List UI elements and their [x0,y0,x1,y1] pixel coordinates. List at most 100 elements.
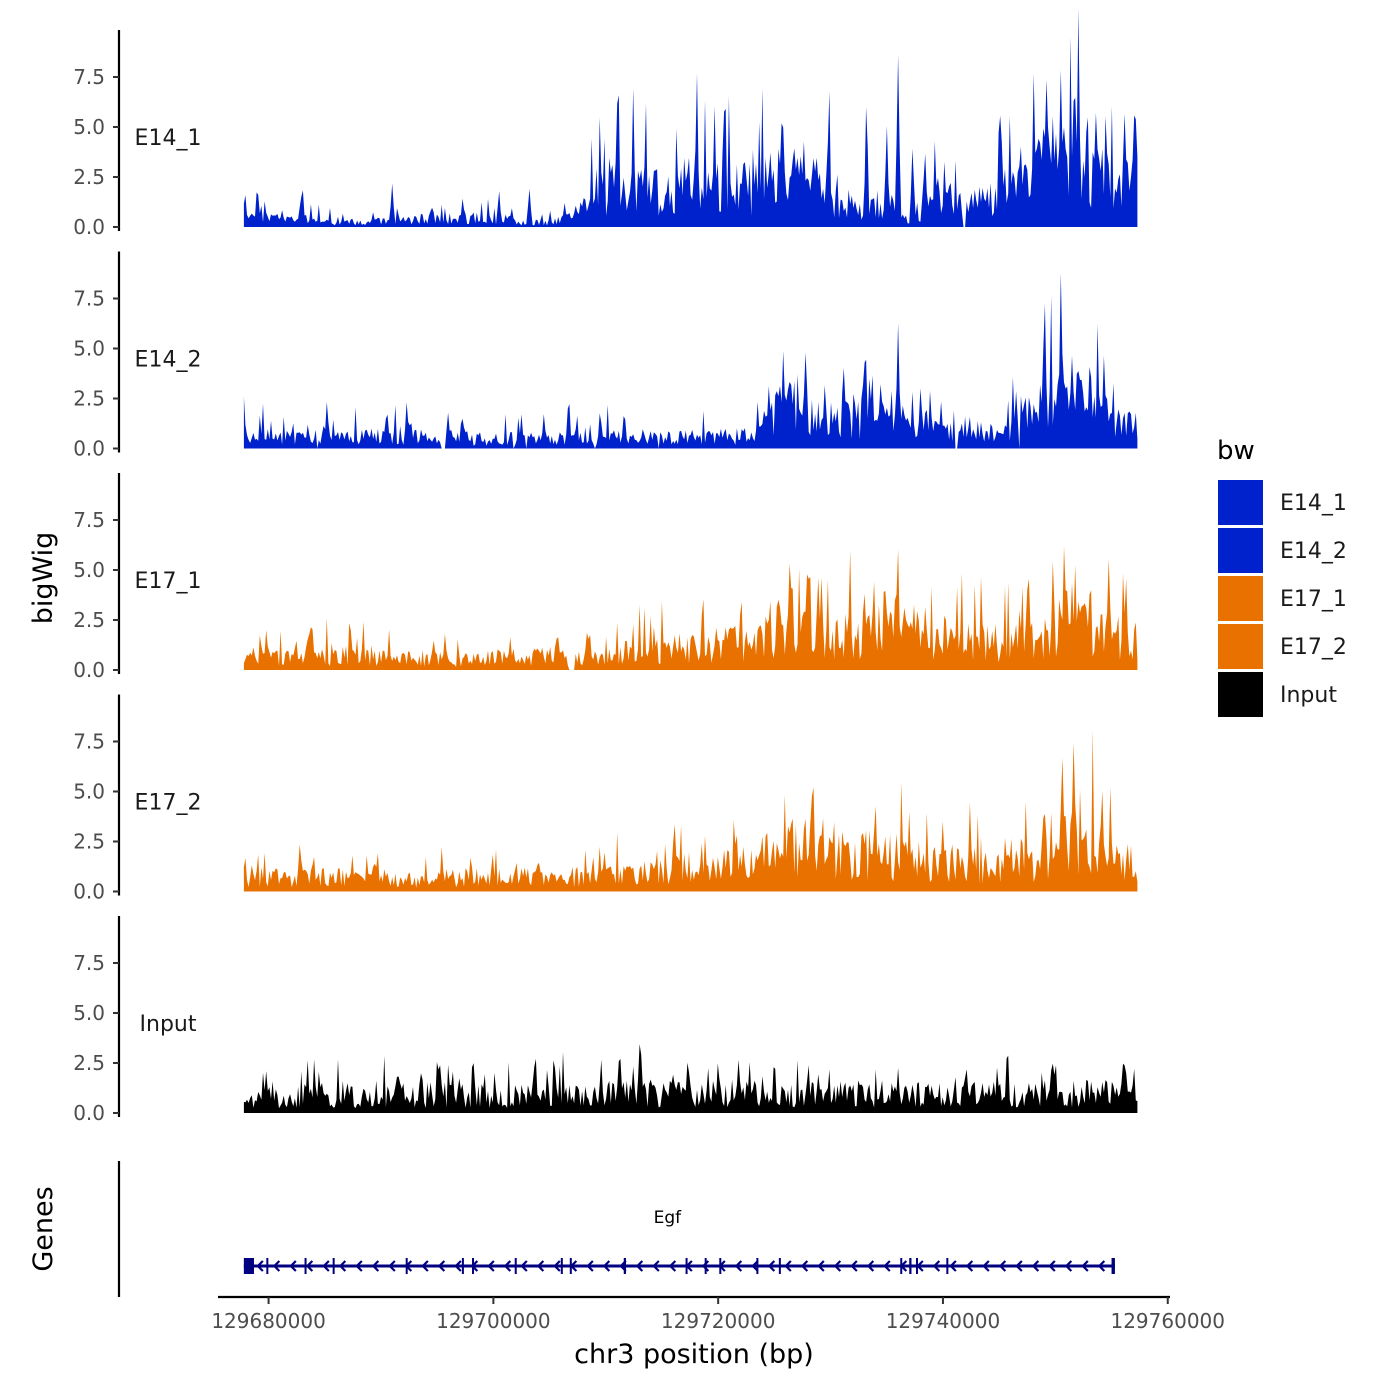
gene-exon [405,1258,408,1274]
gene-exon [946,1258,949,1274]
gene-exon [332,1258,335,1274]
y-tick-label: 2.5 [73,165,105,189]
strand-arrow [932,1260,941,1272]
y-tick-label: 5.0 [73,558,105,582]
strand-arrow [982,1260,990,1272]
y-tick-label: 0.0 [73,1101,105,1125]
legend-key [1218,576,1263,621]
strand-arrow [767,1260,776,1272]
strand-arrow [949,1260,957,1272]
track-label: E14_1 [135,126,202,151]
strand-arrow [1064,1260,1073,1272]
legend-key [1218,528,1263,573]
y-tick-label: 5.0 [73,337,105,361]
gene-exon [719,1258,722,1274]
gene-exon [304,1258,307,1274]
panel-e14-2: 0.0 2.5 5.0 7.5 E14_2 [73,251,1138,461]
gene-exon [623,1258,626,1274]
y-tick-label: 5.0 [73,780,105,804]
signal-area-e14-2 [243,272,1138,449]
strand-arrow [668,1260,677,1272]
strand-arrow [305,1260,314,1272]
signal-area-e17-2 [243,729,1138,892]
gene-exon [909,1258,912,1274]
x-tick-label: 129740000 [886,1309,1001,1333]
legend-label: E17_2 [1280,635,1347,660]
strand-arrow [635,1260,644,1272]
strand-arrow [355,1260,363,1272]
track-label: E14_2 [135,348,202,373]
gene-exon [900,1258,903,1274]
gene-exon [778,1258,781,1274]
strand-arrow [800,1260,809,1272]
strand-arrow [866,1260,875,1272]
panel-input: 0.0 2.5 5.0 7.5 Input [73,916,1138,1125]
track-label: E17_2 [135,791,202,816]
gene-exon [266,1258,269,1274]
strand-arrow [965,1260,974,1272]
strand-arrow [421,1260,429,1272]
legend-label: Input [1280,683,1337,708]
x-tick-label: 129760000 [1110,1309,1225,1333]
strand-arrow [602,1260,611,1272]
strand-arrow [1015,1260,1023,1272]
y-tick-label: 2.5 [73,608,105,632]
strand-arrow [1081,1260,1089,1272]
panel-e17-2: 0.0 2.5 5.0 7.5 E17_2 [73,694,1138,904]
strand-arrow [338,1260,347,1272]
track-label: E17_1 [135,569,202,594]
strand-arrow [454,1260,462,1272]
strand-arrow [1048,1260,1056,1272]
strand-arrow [553,1260,561,1272]
strand-arrow [256,1260,264,1272]
signal-area-e14-1 [243,8,1138,227]
strand-arrow [437,1260,446,1272]
legend: bw E14_1 E14_2 E17_1 E17_2 Input [1217,436,1347,717]
panel-e17-1: 0.0 2.5 5.0 7.5 E17_1 [73,473,1138,682]
legend-key [1218,480,1263,525]
y-tick-label: 2.5 [73,1051,105,1075]
gene-name-label: Egf [654,1208,683,1228]
strand-arrow [586,1260,594,1272]
strand-arrow [289,1260,297,1272]
strand-arrow [272,1260,281,1272]
y-axis-title: bigWig [28,532,59,625]
x-axis: 129680000 129700000 129720000 129740000 1297… [211,1295,1225,1333]
strand-arrow [784,1260,792,1272]
strand-arrow [850,1260,858,1272]
gene-exon [915,1258,918,1274]
x-tick-label: 129720000 [661,1309,776,1333]
strand-arrow [487,1260,495,1272]
gene-exon [569,1258,572,1274]
gene-exon [472,1258,475,1274]
track-label: Input [140,1012,197,1037]
y-tick-label: 5.0 [73,1001,105,1025]
y-tick-label: 7.5 [73,951,105,975]
gene-exon [704,1258,707,1274]
y-tick-label: 5.0 [73,115,105,139]
gene-track-title: Genes [28,1186,59,1271]
y-tick-label: 0.0 [73,880,105,904]
y-tick-label: 2.5 [73,387,105,411]
gene-exon [1111,1258,1115,1274]
gene-exon [243,1258,254,1274]
legend-key [1218,672,1263,717]
strand-arrow [503,1260,512,1272]
strand-arrow [520,1260,528,1272]
strand-arrow [652,1260,660,1272]
strand-arrow [998,1260,1007,1272]
y-tick-label: 0.0 [73,658,105,682]
strand-arrow [388,1260,396,1272]
x-tick-label: 129680000 [211,1309,326,1333]
y-tick-label: 0.0 [73,215,105,239]
x-axis-title: chr3 position (bp) [574,1339,814,1370]
y-tick-label: 7.5 [73,730,105,754]
legend-label: E14_1 [1280,491,1347,516]
gene-exon [685,1258,688,1274]
track-panels: 0.0 2.5 5.0 7.5 E14_1 0.0 2.5 5.0 7.5 E14_2 0.0 2.5… [73,8,1138,1125]
strand-arrow [1031,1260,1040,1272]
signal-area-e17-1 [243,546,1138,670]
y-tick-label: 0.0 [73,437,105,461]
gene-exon [514,1258,517,1274]
